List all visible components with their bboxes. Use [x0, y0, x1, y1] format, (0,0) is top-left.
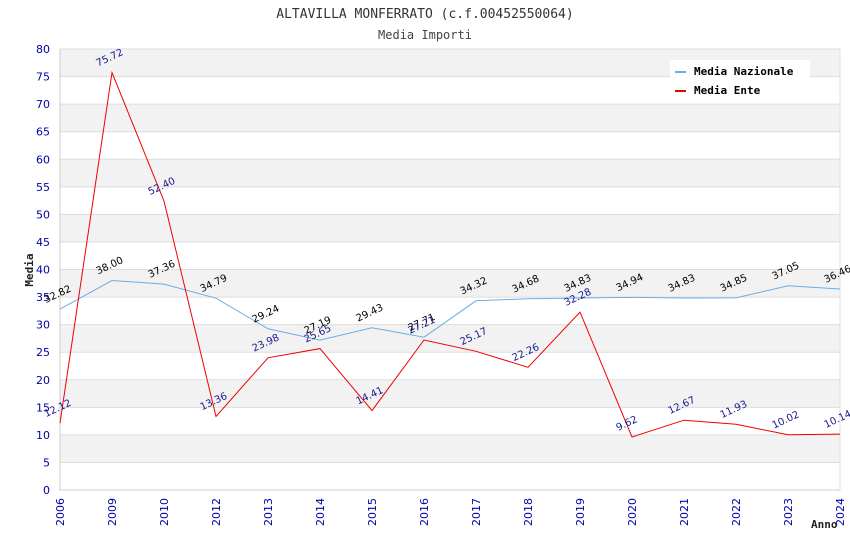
x-tick-label: 2009	[106, 498, 119, 526]
x-tick-label: 2010	[158, 498, 171, 526]
y-tick-label: 30	[36, 319, 50, 332]
chart-subtitle: Media Importi	[378, 28, 472, 42]
grid-band	[60, 241, 840, 270]
x-axis-ticks: 2006 2009 2010 2012 2013 2014 2015 2016 2017 2018…	[54, 498, 847, 526]
grid-band	[60, 352, 840, 380]
grid-band	[60, 462, 840, 490]
chart-title: ALTAVILLA MONFERRATO (c.f.00452550064)	[276, 7, 573, 22]
x-tick-label: 2024	[834, 498, 847, 526]
legend-box	[670, 60, 810, 102]
y-tick-label: 75	[36, 71, 50, 84]
y-tick-label: 55	[36, 181, 50, 194]
y-tick-label: 60	[36, 153, 50, 166]
x-tick-label: 2022	[730, 498, 743, 526]
x-tick-label: 2014	[314, 498, 327, 526]
x-axis-label: Anno	[811, 518, 838, 531]
legend: Media Nazionale Media Ente	[670, 60, 810, 102]
x-tick-label: 2019	[574, 498, 587, 526]
x-tick-label: 2012	[210, 498, 223, 526]
x-tick-label: 2023	[782, 498, 795, 526]
x-tick-label: 2016	[418, 498, 431, 526]
y-tick-label: 15	[36, 401, 50, 414]
grid-band	[60, 379, 840, 408]
y-tick-label: 25	[36, 346, 50, 359]
y-axis-label: Media	[23, 253, 36, 286]
series-line-nazionale	[59, 279, 841, 341]
y-tick-label: 65	[36, 126, 50, 139]
y-tick-label: 80	[36, 43, 50, 56]
legend-label-nazionale: Media Nazionale	[694, 65, 794, 78]
grid-band	[60, 131, 840, 160]
grid-band	[60, 407, 840, 435]
grid-band	[60, 104, 840, 132]
y-tick-label: 0	[43, 484, 50, 497]
y-tick-label: 10	[36, 429, 50, 442]
grid-band	[60, 214, 840, 242]
series-line-ente	[59, 70, 841, 438]
grid-band	[60, 324, 840, 353]
y-tick-label: 40	[36, 264, 50, 277]
y-tick-label: 5	[43, 456, 50, 469]
grid-lines	[59, 48, 841, 491]
legend-label-ente: Media Ente	[694, 84, 761, 97]
grid-band	[60, 269, 840, 298]
x-tick-label: 2021	[678, 498, 691, 526]
series-lines	[59, 70, 841, 438]
y-tick-label: 50	[36, 208, 50, 221]
x-tick-label: 2020	[626, 498, 639, 526]
x-tick-label: 2018	[522, 498, 535, 526]
grid-bands	[60, 49, 840, 490]
grid-band	[60, 434, 840, 463]
grid-band	[60, 297, 840, 325]
y-tick-label: 70	[36, 98, 50, 111]
x-tick-label: 2015	[366, 498, 379, 526]
y-tick-label: 20	[36, 374, 50, 387]
grid-band	[60, 186, 840, 215]
y-tick-label: 45	[36, 236, 50, 249]
grid-band	[60, 159, 840, 187]
x-tick-label: 2013	[262, 498, 275, 526]
y-axis-ticks: 0 5 10 15 20 25 30 35 40 45 50 55 60 65 70 75 80	[36, 43, 50, 497]
x-tick-label: 2017	[470, 498, 483, 526]
x-tick-label: 2006	[54, 498, 67, 526]
y-tick-label: 35	[36, 291, 50, 304]
